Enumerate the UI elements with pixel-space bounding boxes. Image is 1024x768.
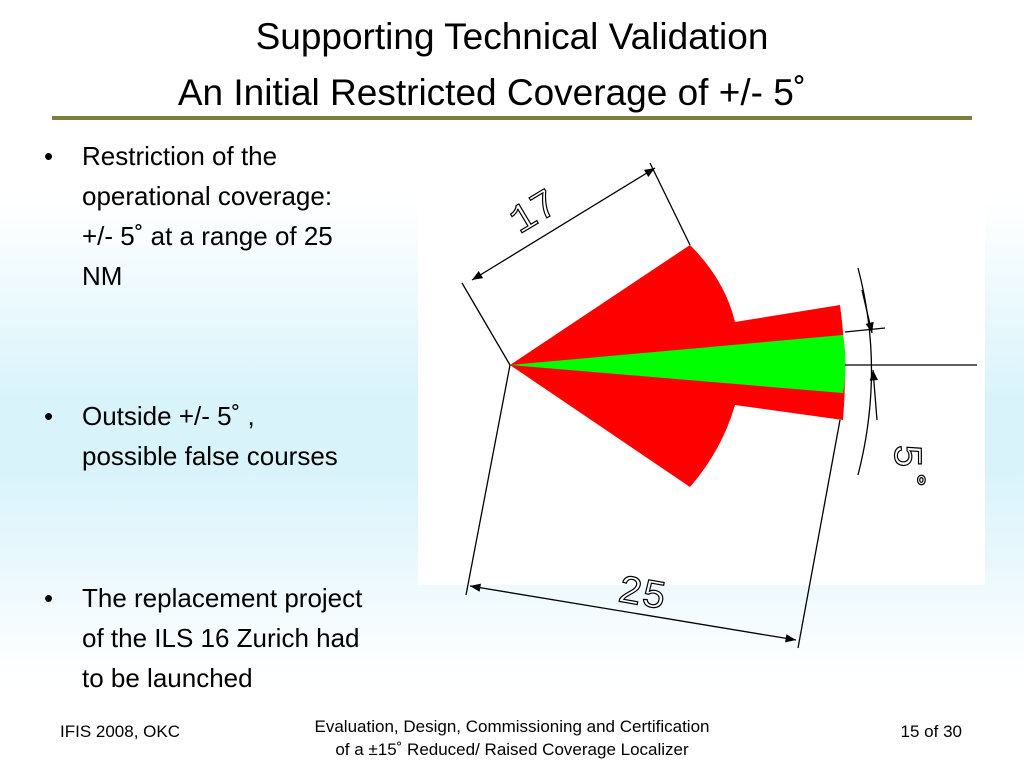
footer-right: 15 of 30 <box>900 722 962 741</box>
bullet-text: Restriction of the operational coverage:… <box>82 141 333 291</box>
bullet-text: Outside +/- 5˚ , possible false courses <box>82 401 338 471</box>
bullet-dot: • <box>44 583 54 613</box>
bullet-text: The replacement project of the ILS 16 Zu… <box>82 583 363 693</box>
title-line: An Initial Restricted Coverage of +/- 5˚ <box>177 72 807 113</box>
footer-center: of a ±15˚ Reduced/ Raised Coverage Local… <box>335 740 689 759</box>
bullet-dot: • <box>44 401 54 431</box>
title-line: Supporting Technical Validation <box>255 16 769 57</box>
footer-center: Evaluation, Design, Commissioning and Ce… <box>314 717 710 736</box>
footer-left: IFIS 2008, OKC <box>60 722 180 741</box>
dim-label: 5˚ <box>882 444 927 492</box>
title-rule <box>52 116 972 120</box>
dimension-lines <box>461 162 977 649</box>
dim-label: 25 <box>614 569 669 622</box>
bullet-dot: • <box>44 141 54 171</box>
green-sector <box>510 335 846 393</box>
